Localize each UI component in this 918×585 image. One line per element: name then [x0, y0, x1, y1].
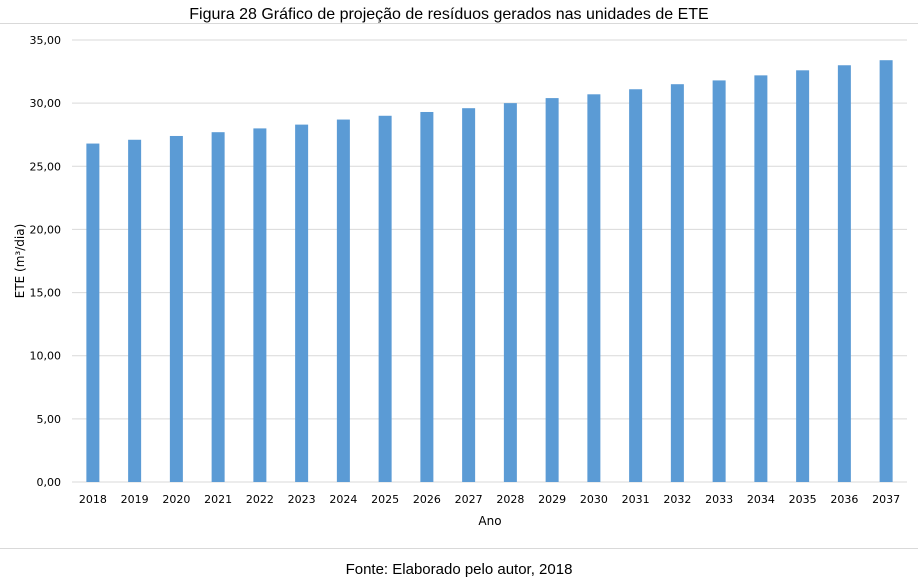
x-tick-label: 2032	[663, 493, 691, 506]
x-tick-label: 2034	[747, 493, 775, 506]
x-tick-label: 2037	[872, 493, 900, 506]
x-tick-label: 2022	[246, 493, 274, 506]
bar-2030	[587, 94, 601, 482]
x-tick-label: 2020	[162, 493, 190, 506]
x-tick-label: 2019	[121, 493, 149, 506]
bar-2031	[629, 89, 643, 482]
y-tick-label: 25,00	[30, 160, 62, 173]
bar-2018	[86, 143, 100, 482]
bar-2035	[796, 70, 810, 483]
bar-2029	[545, 98, 559, 482]
bar-2022	[253, 128, 267, 482]
bar-2027	[462, 108, 476, 483]
bar-chart: 0,00 5,00 10,00 15,00 20,00 25,00 30,00 35,00 2…	[13, 34, 907, 528]
bar-2032	[670, 84, 684, 482]
x-tick-label: 2036	[830, 493, 858, 506]
bar-2026	[420, 111, 434, 483]
bar-2028	[503, 103, 517, 483]
x-tick-label: 2025	[371, 493, 399, 506]
figure-caption: Figura 28 Gráfico de projeção de resíduo…	[189, 6, 709, 23]
y-axis-label: ETE (m³/dia)	[13, 224, 27, 299]
bar-2033	[712, 80, 726, 482]
y-tick-label: 35,00	[30, 34, 62, 47]
y-tick-label: 0,00	[37, 476, 62, 489]
x-tick-label: 2033	[705, 493, 733, 506]
x-tick-labels: 2018 2019 2020 2021 2022 2023 2024 2025 2026 2027…	[79, 493, 900, 506]
y-tick-label: 10,00	[30, 350, 62, 363]
bar-2036	[837, 65, 851, 482]
x-tick-label: 2024	[329, 493, 357, 506]
bar-2019	[128, 139, 142, 482]
bar-2023	[295, 124, 309, 483]
bar-2021	[211, 132, 225, 482]
gridlines	[72, 39, 907, 483]
x-tick-label: 2028	[496, 493, 524, 506]
bottom-divider	[0, 548, 918, 549]
figure-source: Fonte: Elaborado pelo autor, 2018	[345, 561, 573, 578]
y-tick-label: 20,00	[30, 223, 62, 236]
y-tick-label: 30,00	[30, 97, 62, 110]
x-tick-label: 2026	[413, 493, 441, 506]
bar-2025	[378, 115, 392, 483]
y-tick-labels: 0,00 5,00 10,00 15,00 20,00 25,00 30,00 35,00	[30, 34, 62, 489]
bar-2037	[879, 60, 893, 482]
bar-2034	[754, 75, 768, 483]
x-tick-label: 2021	[204, 493, 232, 506]
bars	[86, 60, 893, 483]
y-tick-label: 15,00	[30, 287, 62, 300]
bar-2024	[336, 119, 350, 482]
x-tick-label: 2027	[455, 493, 483, 506]
x-tick-label: 2023	[288, 493, 316, 506]
x-tick-label: 2031	[622, 493, 650, 506]
x-axis-label: Ano	[478, 514, 501, 528]
x-tick-label: 2029	[538, 493, 566, 506]
x-tick-label: 2035	[789, 493, 817, 506]
top-divider	[0, 23, 918, 24]
x-tick-label: 2018	[79, 493, 107, 506]
bar-2020	[169, 135, 183, 482]
y-tick-label: 5,00	[37, 413, 62, 426]
x-tick-label: 2030	[580, 493, 608, 506]
